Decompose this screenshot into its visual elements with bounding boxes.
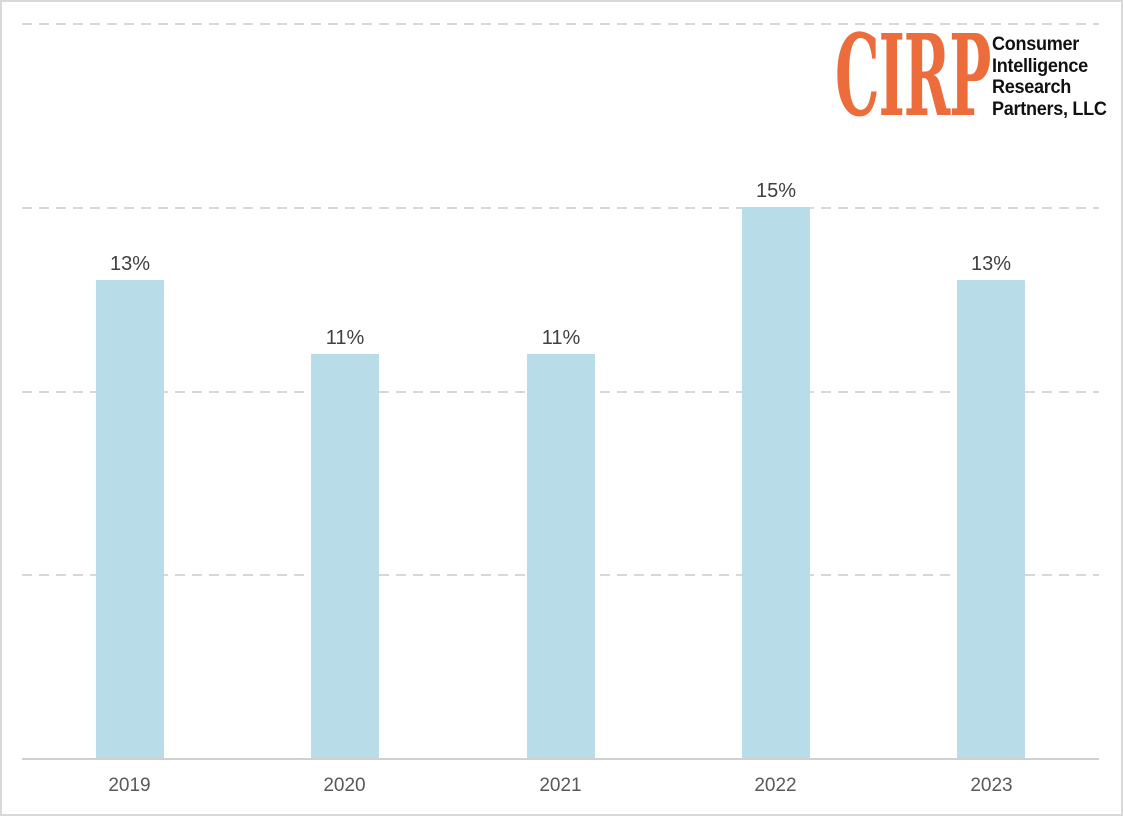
x-axis-line <box>22 758 1099 760</box>
cirp-org-line: Research <box>992 77 1071 98</box>
bar-2022 <box>742 207 810 758</box>
cirp-org-line: Consumer <box>992 34 1079 55</box>
bar-2020 <box>311 354 379 758</box>
gridline-15pct <box>22 207 1099 209</box>
tick-label-2020: 2020 <box>323 775 366 796</box>
tick-label-2019: 2019 <box>108 775 151 796</box>
bar-2021 <box>527 354 595 758</box>
gridline-20pct <box>22 23 1099 25</box>
data-label-2019: 13% <box>109 253 151 275</box>
cirp-wordmark: CIRP <box>835 11 991 142</box>
data-label-2022: 15% <box>755 180 797 202</box>
bar-2023 <box>957 280 1025 758</box>
data-label-2023: 13% <box>970 253 1012 275</box>
cirp-logo: CIRP Consumer Intelligence Research Partner… <box>835 11 1113 142</box>
tick-label-2023: 2023 <box>970 775 1013 796</box>
bar-2019 <box>96 280 164 758</box>
data-label-2021: 11% <box>541 327 581 349</box>
tick-label-2021: 2021 <box>539 775 582 796</box>
cirp-wordmark-wrap: CIRP <box>835 11 991 142</box>
cirp-org-line: Partners, LLC <box>992 98 1107 120</box>
tick-label-2022: 2022 <box>754 775 797 796</box>
cirp-org-name: Consumer Intelligence Research Partners, LL… <box>992 33 1113 120</box>
cirp-org-line: Intelligence <box>992 55 1088 77</box>
data-label-2020: 11% <box>325 327 365 349</box>
